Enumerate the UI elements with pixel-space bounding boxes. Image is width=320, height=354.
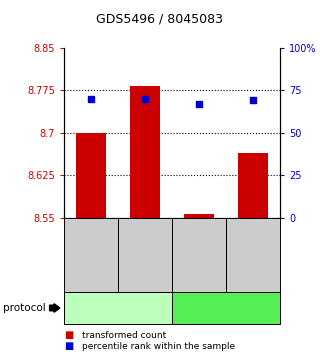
Text: control: control <box>101 303 135 313</box>
Bar <box>238 153 268 218</box>
Bar <box>130 86 160 218</box>
Text: miR-365-2
expression: miR-365-2 expression <box>200 297 252 319</box>
Bar <box>76 133 106 218</box>
Text: transformed count: transformed count <box>82 331 166 340</box>
Text: protocol: protocol <box>3 303 46 313</box>
Text: ■: ■ <box>64 330 73 340</box>
Text: GSM832617: GSM832617 <box>140 227 149 282</box>
Text: GSM832616: GSM832616 <box>86 227 95 282</box>
Bar <box>184 214 214 218</box>
Text: GSM832614: GSM832614 <box>195 228 204 282</box>
Text: GDS5496 / 8045083: GDS5496 / 8045083 <box>97 12 223 25</box>
Text: ■: ■ <box>64 341 73 351</box>
Text: percentile rank within the sample: percentile rank within the sample <box>82 342 235 351</box>
Text: GSM832615: GSM832615 <box>249 227 258 282</box>
